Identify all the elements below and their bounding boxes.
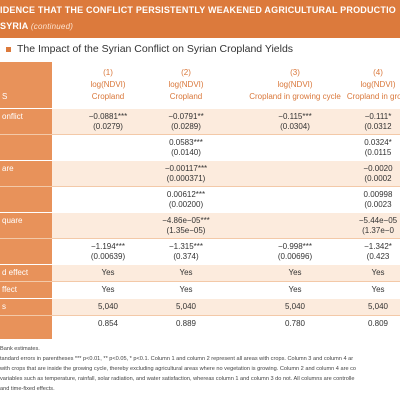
header-line1: IDENCE THAT THE CONFLICT PERSISTENTLY WE… [0,5,396,15]
cell-value: −0.0881*** [88,112,128,121]
note: Bank estimates. [0,346,40,352]
column-header: log(NDVI) [168,80,204,89]
row-shade [52,298,400,315]
cell-value: 0.854 [97,319,119,328]
cell-se: (0.0140) [171,148,201,157]
cell-se: (0.0115 [364,148,392,157]
cell-value: 0.00612*** [166,190,206,199]
cell-value: Yes [371,268,385,277]
cell-value: Yes [101,268,115,277]
cell-value: 0.780 [284,319,306,328]
note: tandard errors in parentheses *** p<0.01… [0,356,354,362]
column-header: Cropland in growing cycle [249,92,341,101]
cell-value: −5.44e−05 [358,216,398,225]
cell-value: −1.342* [364,242,392,251]
cell-value: Yes [179,285,193,294]
cell-value: −0.0791** [168,112,204,121]
cell-se: (0.0279) [93,122,123,131]
column-header: log(NDVI) [277,80,313,89]
row-divider [0,160,400,161]
column-header: Cropland [91,92,125,101]
column-header: Cropland [169,92,203,101]
row-shade [52,264,400,281]
cell-se: (0.0023 [364,200,392,209]
section-title: The Impact of the Syrian Conflict on Syr… [17,43,294,55]
cell-se: (0.00639) [90,252,126,261]
column-header: (4) [373,68,383,77]
cell-se: (0.0002 [364,174,392,183]
note: variables such as temperature, rainfall,… [0,376,355,382]
row-label: ffect [2,285,17,294]
cell-value: 0.0324* [364,138,392,147]
header-banner [0,0,400,38]
row-divider [0,134,400,135]
column-header: (1) [103,68,113,77]
row-label: are [2,164,14,173]
cell-value: −1.194*** [90,242,126,251]
column-header: (2) [181,68,191,77]
row-divider [0,212,400,213]
header-continued: (continued) [30,22,74,31]
cell-value: 5,040 [97,302,119,311]
cell-value: 0.00998 [363,190,393,199]
cell-value: 0.0583*** [169,138,203,147]
row-divider [0,186,400,187]
bullet [6,47,11,52]
column-header: log(NDVI) [360,80,396,89]
row-label: d effect [2,268,29,277]
cell-se: (0.423 [366,252,390,261]
row-divider [0,281,400,282]
row-label: quare [2,216,23,225]
row-divider [0,238,400,239]
row-divider [0,298,400,299]
cell-value: 0.889 [175,319,197,328]
cell-value: −4.86e−05*** [162,216,210,225]
cell-se: (0.0304) [280,122,310,131]
cell-value: Yes [101,285,115,294]
column-header: Cropland in growi [346,92,400,101]
row-divider [0,315,400,316]
cell-se: (1.37e−0 [362,226,394,235]
cell-se: (0.0289) [171,122,201,131]
cell-se: (0.00696) [277,252,313,261]
cell-value: −0.00117*** [164,164,208,173]
cell-se: (0.000371) [166,174,206,183]
note: with crops that are inside the growing c… [0,366,357,372]
column-header: log(NDVI) [90,80,126,89]
cell-value: Yes [371,285,385,294]
cell-se: (0.374) [173,252,199,261]
row-label: onflict [2,112,23,121]
note: and time-fixed effects. [0,386,55,392]
row-shade [52,108,400,134]
cell-value: −1.315*** [168,242,204,251]
cell-value: 5,040 [367,302,389,311]
header-country: SYRIA [0,21,29,31]
cell-se: (1.35e−05) [166,226,206,235]
row-shade [52,212,400,238]
cell-value: 0.809 [367,319,389,328]
cell-value: 5,040 [284,302,306,311]
cell-value: Yes [179,268,193,277]
cell-value: Yes [288,285,302,294]
cell-value: Yes [288,268,302,277]
column-header: (3) [290,68,300,77]
corner-label: S [2,92,8,101]
row-shade [52,160,400,186]
row-divider [0,108,400,109]
cell-value: −0.0020 [363,164,393,173]
cell-value: 5,040 [175,302,197,311]
cell-value: −0.998*** [277,242,313,251]
row-label: s [2,302,6,311]
cell-se: (0.0312 [364,122,392,131]
header-line2: SYRIA (continued) [0,21,73,31]
row-divider [0,264,400,265]
cell-value: −0.111* [364,112,392,121]
cell-value: −0.115*** [278,112,312,121]
cell-se: (0.00200) [168,200,204,209]
